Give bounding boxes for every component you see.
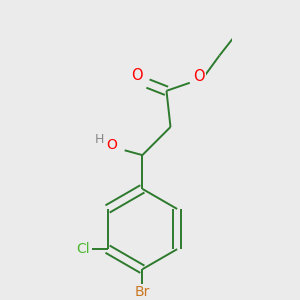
Text: Br: Br (135, 285, 150, 299)
Text: O: O (194, 69, 205, 84)
Text: Cl: Cl (76, 242, 89, 256)
Text: O: O (131, 68, 142, 83)
Text: H: H (95, 133, 104, 146)
Text: O: O (106, 139, 118, 152)
